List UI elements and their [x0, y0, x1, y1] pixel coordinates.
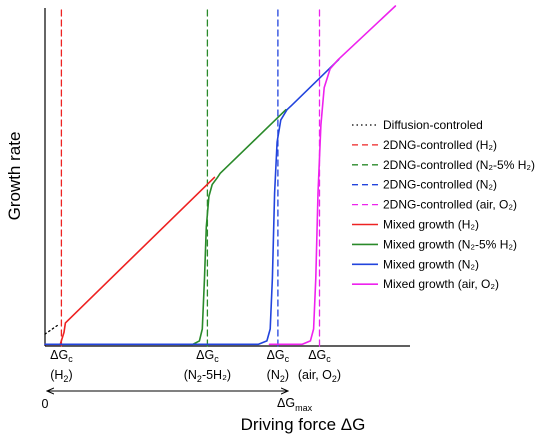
legend-label-2: 2DNG-controlled (N₂-5% H₂)	[383, 158, 535, 172]
legend: Diffusion-controled 2DNG-controlled (H₂) 2…	[352, 118, 535, 291]
x-tick-label-1: ΔGc	[196, 348, 219, 364]
series-line-0	[44, 323, 61, 335]
tick-layer: ΔGc(H2)ΔGc(N2-5H₂)ΔGc(N2)ΔGc(air, O2)	[50, 348, 341, 384]
x-tick-main: ΔG	[267, 348, 285, 362]
range-label-main: ΔG	[277, 396, 295, 410]
x-tick-cond-sub: 2	[197, 374, 202, 384]
x-tick-condition-0: (H2)	[50, 368, 72, 384]
x-tick-label-2: ΔGc	[267, 348, 290, 364]
x-tick-condition-3: (air, O2)	[298, 368, 341, 384]
x-tick-condition-1: (N2-5H₂)	[184, 368, 231, 384]
x-tick-cond-main: (N	[267, 368, 280, 382]
x-tick-cond-sub: 2	[63, 374, 68, 384]
series-line-5	[44, 176, 216, 346]
x-tick-sub: c	[214, 354, 219, 364]
x-tick-cond-main: (H	[50, 368, 63, 382]
x-tick-cond-end: )	[68, 368, 72, 382]
legend-label-3: 2DNG-controlled (N₂)	[383, 178, 497, 192]
legend-label-6: Mixed growth (N₂-5% H₂)	[383, 237, 517, 251]
legend-label-0: Diffusion-controled	[383, 118, 483, 132]
x-tick-cond-end: )	[337, 368, 341, 382]
x-tick-cond-main: (N	[184, 368, 197, 382]
x-tick-main: ΔG	[196, 348, 214, 362]
series-line-8	[268, 5, 397, 346]
x-tick-cond-end: )	[285, 368, 289, 382]
x-tick-cond-sub: 2	[332, 374, 337, 384]
x-tick-sub: c	[68, 354, 73, 364]
x-tick-cond-sub: 2	[280, 374, 285, 384]
x-tick-cond-main: (air, O	[298, 368, 332, 382]
range-label: ΔGmax	[277, 396, 313, 413]
series-line-6	[179, 108, 287, 346]
x-tick-sub: c	[326, 354, 331, 364]
x-tick-label-0: ΔGc	[50, 348, 73, 364]
x-tick-sub: c	[285, 354, 290, 364]
series-line-7	[44, 58, 340, 346]
y-axis-label: Growth rate	[5, 132, 24, 221]
x-axis-label: Driving force ΔG	[241, 415, 366, 434]
series-layer	[44, 5, 397, 347]
zero-label: 0	[42, 397, 49, 411]
legend-label-1: 2DNG-controlled (H₂)	[383, 138, 497, 152]
legend-label-5: Mixed growth (H₂)	[383, 218, 479, 232]
x-tick-cond-end: -5H₂)	[202, 368, 231, 382]
legend-label-7: Mixed growth (N₂)	[383, 257, 479, 271]
x-tick-main: ΔG	[50, 348, 68, 362]
x-tick-condition-2: (N2)	[267, 368, 289, 384]
range-label-sub: max	[295, 403, 313, 413]
legend-label-8: Mixed growth (air, O₂)	[383, 277, 499, 291]
x-tick-main: ΔG	[308, 348, 326, 362]
x-tick-label-3: ΔGc	[308, 348, 331, 364]
legend-label-4: 2DNG-controlled (air, O₂)	[383, 198, 517, 212]
